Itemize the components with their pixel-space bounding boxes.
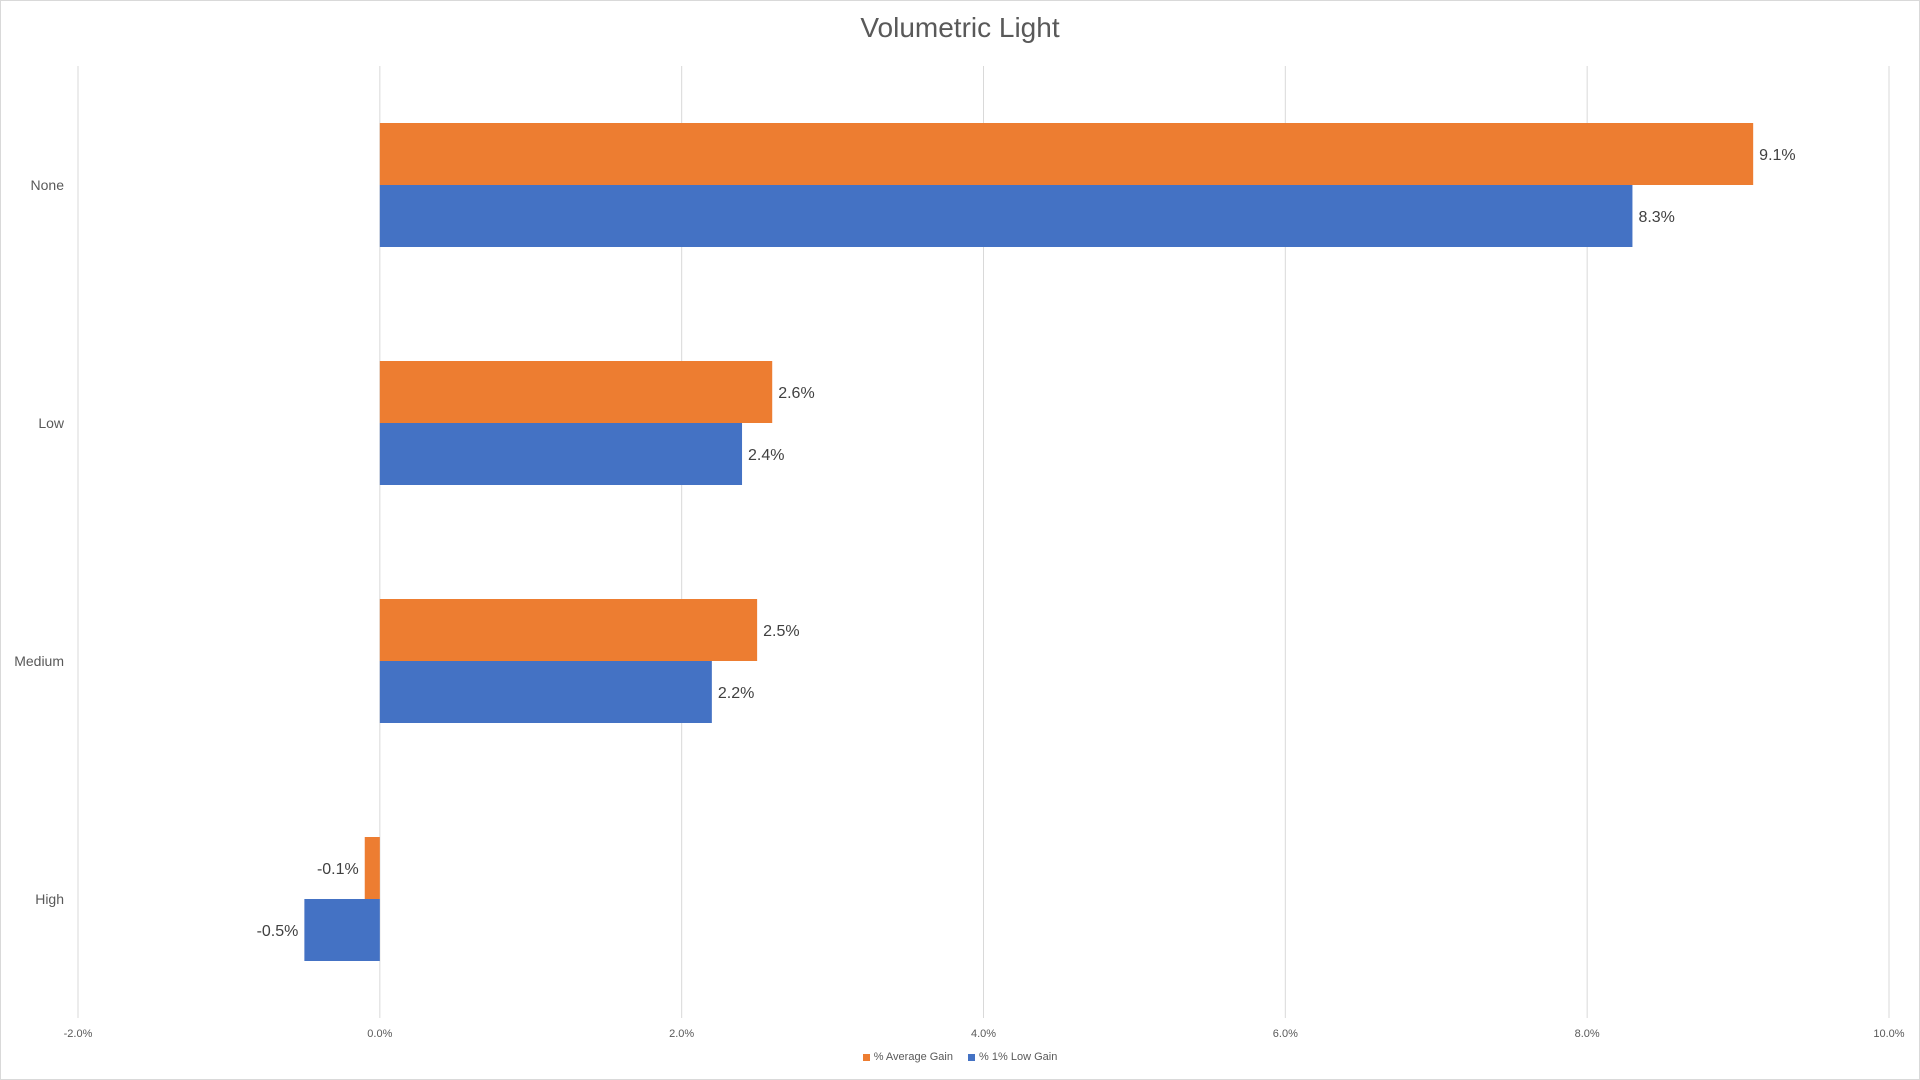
data-label: 2.4% bbox=[748, 447, 784, 464]
category-label: None bbox=[31, 177, 65, 193]
legend-item-average-gain: % Average Gain bbox=[862, 1051, 953, 1063]
bar bbox=[364, 837, 380, 899]
legend-label: % 1% Low Gain bbox=[979, 1051, 1058, 1063]
data-label: 2.6% bbox=[778, 385, 814, 402]
legend-item-low-gain: % 1% Low Gain bbox=[968, 1051, 1057, 1063]
data-label: 8.3% bbox=[1638, 209, 1674, 226]
data-label: -0.5% bbox=[257, 923, 299, 940]
x-tick-label: 6.0% bbox=[1273, 1028, 1298, 1040]
bar bbox=[304, 899, 380, 961]
legend-label: % Average Gain bbox=[873, 1051, 953, 1063]
x-tick-label: 0.0% bbox=[367, 1028, 392, 1040]
x-tick-label: 2.0% bbox=[669, 1028, 694, 1040]
legend: % Average Gain % 1% Low Gain bbox=[0, 1051, 1920, 1064]
data-label: 2.2% bbox=[718, 685, 754, 702]
category-label: Low bbox=[38, 415, 65, 431]
bar bbox=[379, 185, 1633, 247]
x-tick-label: -2.0% bbox=[64, 1028, 93, 1040]
data-label: 2.5% bbox=[763, 623, 799, 640]
data-label: -0.1% bbox=[317, 861, 359, 878]
x-tick-label: 10.0% bbox=[1873, 1028, 1904, 1040]
data-label: 9.1% bbox=[1759, 147, 1795, 164]
bar bbox=[379, 423, 743, 485]
chart-title: Volumetric Light bbox=[860, 12, 1060, 43]
bar bbox=[379, 599, 758, 661]
x-tick-label: 8.0% bbox=[1575, 1028, 1600, 1040]
bar bbox=[379, 661, 712, 723]
bar bbox=[379, 123, 1754, 185]
bar bbox=[379, 361, 773, 423]
legend-swatch bbox=[968, 1053, 976, 1061]
category-label: High bbox=[35, 891, 64, 907]
legend-swatch bbox=[862, 1053, 870, 1061]
category-label: Medium bbox=[14, 653, 64, 669]
x-tick-label: 4.0% bbox=[971, 1028, 996, 1040]
